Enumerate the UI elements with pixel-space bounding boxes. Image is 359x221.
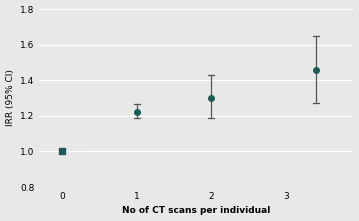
X-axis label: No of CT scans per individual: No of CT scans per individual	[122, 206, 271, 215]
Y-axis label: IRR (95% CI): IRR (95% CI)	[5, 70, 15, 126]
